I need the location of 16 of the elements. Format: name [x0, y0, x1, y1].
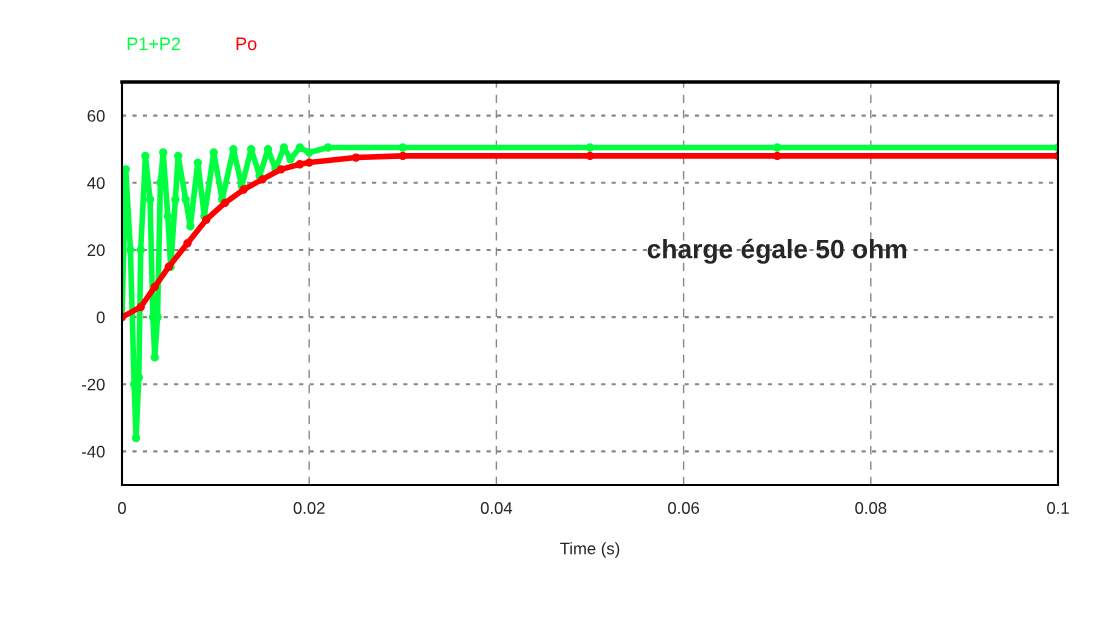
text: Po — [236, 37, 257, 51]
y-tick-label: 0 — [96, 311, 105, 324]
y-tick-label: 40 — [87, 177, 105, 189]
x-tick-label: 0.1 — [1047, 502, 1069, 514]
x-tick-label: 0 — [118, 502, 126, 514]
y-tick-label: -20 — [81, 378, 105, 391]
y-tick-label: 20 — [87, 244, 105, 257]
y-tick-label: 60 — [87, 109, 105, 122]
x-tick-label: 0.06 — [668, 502, 700, 514]
x-tick-label: 0.02 — [293, 502, 325, 514]
x-axis-title: Time (s) — [560, 542, 620, 558]
annotation: charge égale 50 ohm — [647, 238, 907, 264]
text: P1+P2 — [127, 37, 181, 50]
x-tick-label: 0.08 — [855, 502, 887, 514]
x-tick-label: 0.04 — [480, 502, 513, 514]
y-tick-label: -40 — [81, 445, 105, 458]
